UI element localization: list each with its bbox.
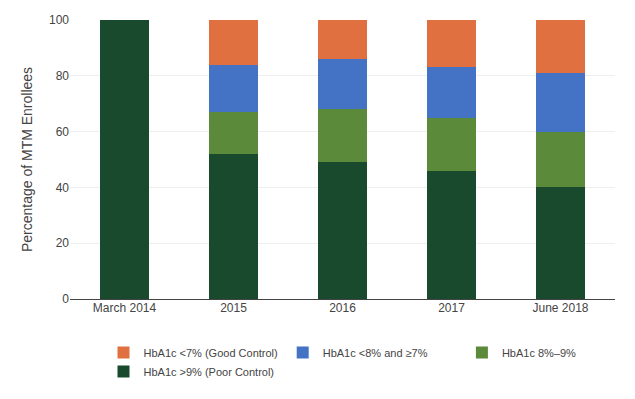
svg-text:2017: 2017 — [438, 301, 465, 315]
svg-text:HbA1c >9% (Poor Control): HbA1c >9% (Poor Control) — [144, 366, 275, 378]
svg-text:20: 20 — [56, 236, 70, 250]
svg-text:0: 0 — [62, 292, 69, 306]
svg-text:2016: 2016 — [329, 301, 356, 315]
svg-text:March 2014: March 2014 — [93, 301, 157, 315]
svg-text:June 2018: June 2018 — [532, 301, 588, 315]
svg-text:2015: 2015 — [220, 301, 247, 315]
svg-text:HbA1c <8% and ≥7%: HbA1c <8% and ≥7% — [323, 347, 428, 359]
svg-text:40: 40 — [56, 181, 70, 195]
svg-text:60: 60 — [56, 125, 70, 139]
svg-text:HbA1c <7% (Good Control): HbA1c <7% (Good Control) — [144, 347, 278, 359]
svg-text:100: 100 — [49, 13, 69, 27]
svg-text:80: 80 — [56, 69, 70, 83]
svg-text:Percentage of MTM Enrollees: Percentage of MTM Enrollees — [19, 67, 35, 252]
svg-text:HbA1c 8%–9%: HbA1c 8%–9% — [502, 347, 576, 359]
